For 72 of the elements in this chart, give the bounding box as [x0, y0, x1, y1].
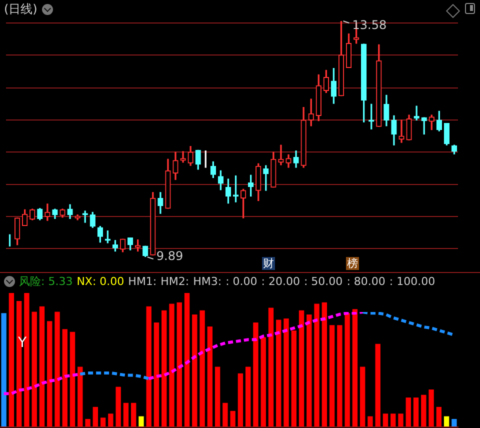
bar: [78, 366, 83, 427]
bar: [39, 306, 45, 427]
bar: [230, 410, 236, 427]
bar: [452, 418, 457, 427]
bar: [314, 304, 320, 427]
bar: [260, 337, 266, 427]
bar: [406, 398, 411, 427]
bar: [284, 318, 289, 427]
bar: [146, 306, 152, 427]
bar: [1, 313, 6, 427]
bar: [85, 418, 90, 427]
bar: [375, 344, 380, 427]
bar: [54, 312, 60, 427]
bar: [352, 309, 358, 427]
bar: [192, 314, 198, 427]
bar: [138, 416, 144, 427]
bar: [344, 313, 350, 427]
bar: [100, 418, 106, 427]
bar: [390, 414, 396, 427]
bar: [162, 310, 167, 427]
bar: [62, 329, 68, 427]
bar: [306, 314, 312, 427]
bar: [116, 386, 121, 427]
bar: [245, 366, 251, 427]
text: : 0.00: [226, 275, 258, 288]
bar: [207, 326, 213, 427]
text: HM3:: [193, 275, 222, 288]
bar: [268, 308, 274, 427]
text: : 50.00: [304, 275, 343, 288]
bar: [238, 373, 244, 427]
bar: [47, 321, 52, 427]
bar: [169, 304, 174, 427]
bar: [329, 325, 335, 427]
text: HM2:: [160, 275, 190, 288]
bar: [444, 416, 450, 427]
bar: [92, 406, 98, 427]
bar: [214, 366, 220, 427]
bar: [184, 293, 190, 427]
bar: [130, 402, 136, 427]
bar: [382, 414, 388, 427]
text: NX: 0.00: [76, 275, 124, 288]
bar: [70, 332, 76, 427]
bar: [32, 312, 37, 427]
bar: [8, 293, 14, 427]
bar: [428, 389, 434, 427]
bar: [436, 406, 442, 427]
annotation: 财: [262, 257, 275, 270]
text: HM1:: [128, 275, 157, 288]
bar: [298, 310, 304, 427]
bar: [200, 310, 205, 427]
text: : 100.00: [389, 275, 436, 288]
annotation: 榜: [346, 257, 359, 270]
bar: [337, 325, 342, 427]
bar: [176, 302, 182, 427]
chart-title: (日线): [4, 1, 38, 18]
text: 风险: 5.33: [19, 274, 73, 289]
text: : 20.00: [261, 275, 300, 288]
bar: [322, 302, 328, 427]
bar: [360, 366, 366, 427]
bar: [368, 416, 373, 427]
bar: [108, 414, 114, 427]
bar: [291, 330, 296, 427]
text: : 80.00: [346, 275, 386, 288]
bar: [413, 398, 419, 427]
bar: [276, 320, 282, 427]
bar: [222, 402, 228, 427]
annotation: 9.89: [156, 249, 184, 264]
bar: [421, 394, 426, 427]
bar: [398, 414, 404, 427]
bar: [253, 322, 258, 427]
bar: [154, 322, 160, 427]
bar: [123, 402, 129, 427]
